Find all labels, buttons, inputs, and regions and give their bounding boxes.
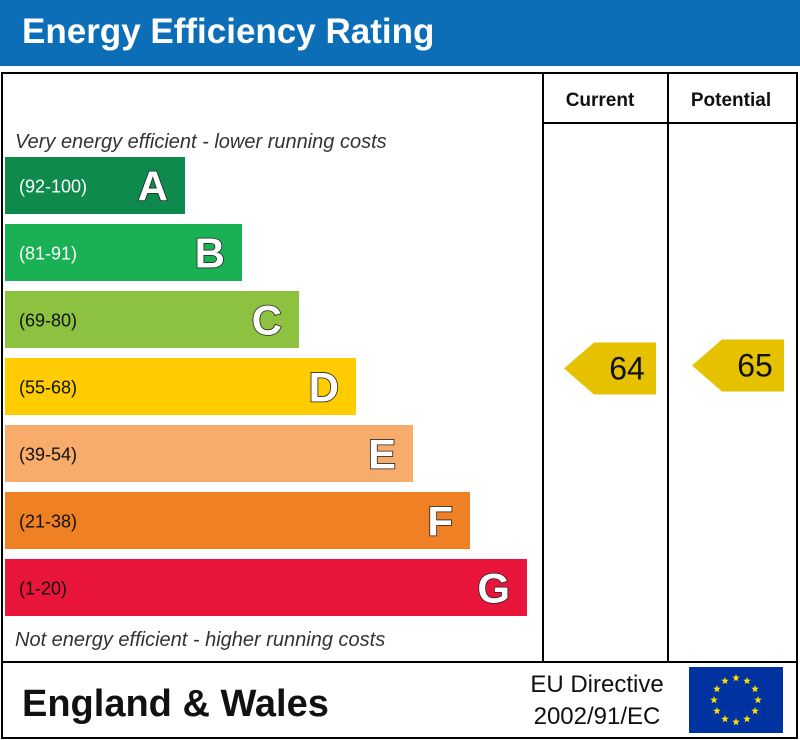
eu-star: [713, 707, 721, 715]
region-label: England & Wales: [22, 683, 329, 725]
eu-star: [751, 707, 759, 715]
band-a-range: (92-100): [19, 177, 87, 197]
header-potential: Potential: [691, 90, 771, 111]
bottom-note: Not energy efficient - higher running co…: [15, 629, 385, 651]
eu-star: [754, 696, 762, 704]
band-f-range: (21-38): [19, 512, 77, 532]
potential-rating-arrow: [692, 339, 784, 392]
band-b-letter: B: [195, 230, 225, 277]
band-d-bar: [5, 358, 356, 415]
current-rating-arrow: [564, 342, 656, 395]
rating-indicators: 64 65: [564, 339, 784, 395]
eu-star: [710, 696, 718, 704]
band-b-range: (81-91): [19, 244, 77, 264]
eu-star: [743, 715, 751, 723]
chart-frame: [1, 72, 798, 739]
band-e-letter: E: [368, 431, 396, 478]
band-b-bar: [5, 224, 242, 281]
band-c-letter: C: [252, 297, 282, 344]
title-bar: Energy Efficiency Rating: [0, 0, 800, 66]
current-rating-value: 64: [609, 351, 645, 387]
eu-star: [713, 685, 721, 693]
eu-star: [721, 715, 729, 723]
eu-flag-icon: [689, 667, 783, 733]
band-e-bar: [5, 425, 413, 482]
chart-title: Energy Efficiency Rating: [22, 12, 435, 51]
band-c-bar: [5, 291, 299, 348]
band-a-letter: A: [138, 163, 168, 210]
eu-star: [751, 685, 759, 693]
eu-directive-line2: 2002/91/EC: [534, 703, 661, 730]
potential-rating-value: 65: [737, 348, 773, 384]
eu-star: [721, 676, 729, 685]
band-g-letter: G: [477, 565, 510, 612]
top-note: Very energy efficient - lower running co…: [15, 131, 387, 153]
band-c-range: (69-80): [19, 311, 77, 331]
eu-star: [732, 718, 740, 726]
rating-bands: (92-100) A (81-91) B (69-80) C (55-68) D (39-54)…: [5, 157, 527, 616]
band-f-bar: [5, 492, 470, 549]
band-g-bar: [5, 559, 527, 616]
band-g-range: (1-20): [19, 579, 67, 599]
eu-directive-line1: EU Directive: [530, 671, 663, 698]
band-e-range: (39-54): [19, 445, 77, 465]
header-current: Current: [566, 90, 635, 111]
band-a-bar: [5, 157, 185, 214]
band-d-letter: D: [309, 364, 339, 411]
band-d-range: (55-68): [19, 378, 77, 398]
eu-star: [743, 676, 751, 685]
eu-star: [732, 674, 740, 682]
band-f-letter: F: [427, 498, 453, 545]
